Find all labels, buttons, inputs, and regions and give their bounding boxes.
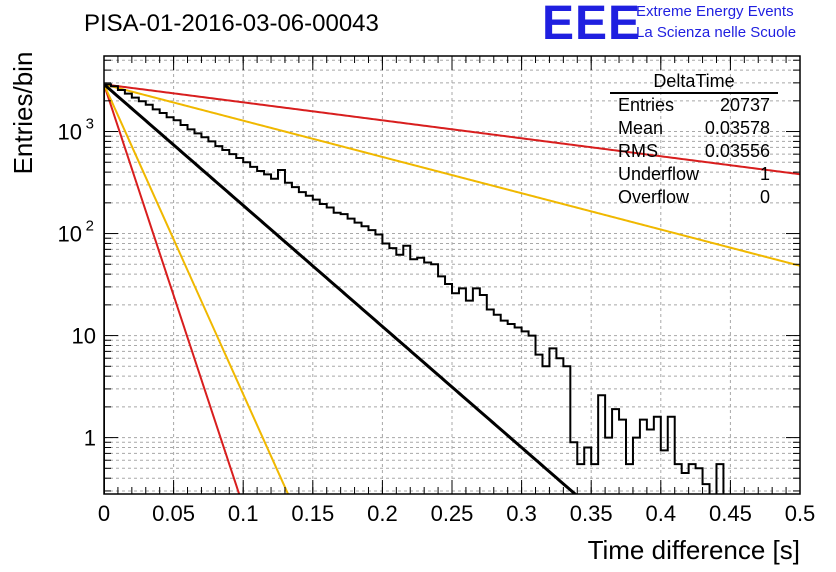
y-tick-label: 10: [58, 222, 82, 247]
x-tick-label: 0.3: [506, 501, 537, 526]
eee-logo: EEE: [542, 0, 642, 50]
y-tick-label: 10: [72, 324, 96, 349]
x-tick-label: 0.2: [367, 501, 398, 526]
x-tick-label: 0.05: [152, 501, 195, 526]
y-axis-label: Entries/bin: [8, 52, 38, 175]
stats-key: Entries: [618, 95, 675, 115]
stats-value: 0.03556: [704, 141, 770, 161]
y-tick-label: 10: [58, 120, 82, 145]
x-tick-label: 0.35: [570, 501, 613, 526]
stats-value: 0.03578: [704, 118, 770, 138]
x-axis-label: Time difference [s]: [588, 535, 800, 565]
stats-value: 20737: [719, 95, 770, 115]
x-tick-label: 0.4: [646, 501, 677, 526]
x-tick-label: 0: [98, 501, 110, 526]
y-tick-exponent: 3: [86, 116, 94, 133]
stats-row: Mean 0.03578: [606, 117, 782, 140]
stats-value: 1: [759, 164, 770, 184]
fit-curve: [104, 84, 241, 494]
x-tick-label: 0.5: [785, 501, 816, 526]
stats-key: RMS: [618, 141, 658, 161]
fit-curves: [104, 83, 800, 494]
stats-row: RMS 0.03556: [606, 140, 782, 163]
stats-row: Underflow 1: [606, 163, 782, 186]
logo-line-2: La Scienza nelle Scuole: [636, 24, 797, 41]
stats-row: Entries 20737: [606, 94, 782, 117]
fit-curve: [104, 83, 800, 176]
chart-title: PISA-01-2016-03-06-00043: [84, 10, 379, 37]
fit-curve: [104, 83, 290, 494]
stats-title: DeltaTime: [610, 70, 778, 94]
x-tick-label: 0.1: [228, 501, 259, 526]
axis-ticks: [103, 56, 801, 494]
fit-curve: [104, 83, 800, 267]
y-tick-label: 1: [84, 426, 96, 451]
stats-key: Mean: [618, 118, 664, 138]
x-tick-label: 0.45: [709, 501, 752, 526]
x-tick-labels: 0 0.05 0.1 0.15 0.2 0.25 0.3 0.35 0.4 0.45 0.5: [98, 501, 815, 526]
y-tick-exponent: 2: [86, 218, 94, 235]
fit-curve: [104, 83, 578, 494]
x-tick-label: 0.25: [431, 501, 474, 526]
stats-key: Overflow: [618, 187, 690, 207]
x-tick-label: 0.15: [291, 501, 334, 526]
histogram: [104, 83, 725, 494]
logo-line-1: Extreme Energy Events: [636, 3, 794, 20]
stats-key: Underflow: [618, 164, 700, 184]
stats-box: DeltaTime Entries 20737 Mean 0.03578 RMS 0.…: [606, 70, 782, 209]
stats-row: Overflow 0: [606, 186, 782, 209]
stats-value: 0: [759, 187, 770, 207]
histogram-step: [104, 83, 725, 494]
